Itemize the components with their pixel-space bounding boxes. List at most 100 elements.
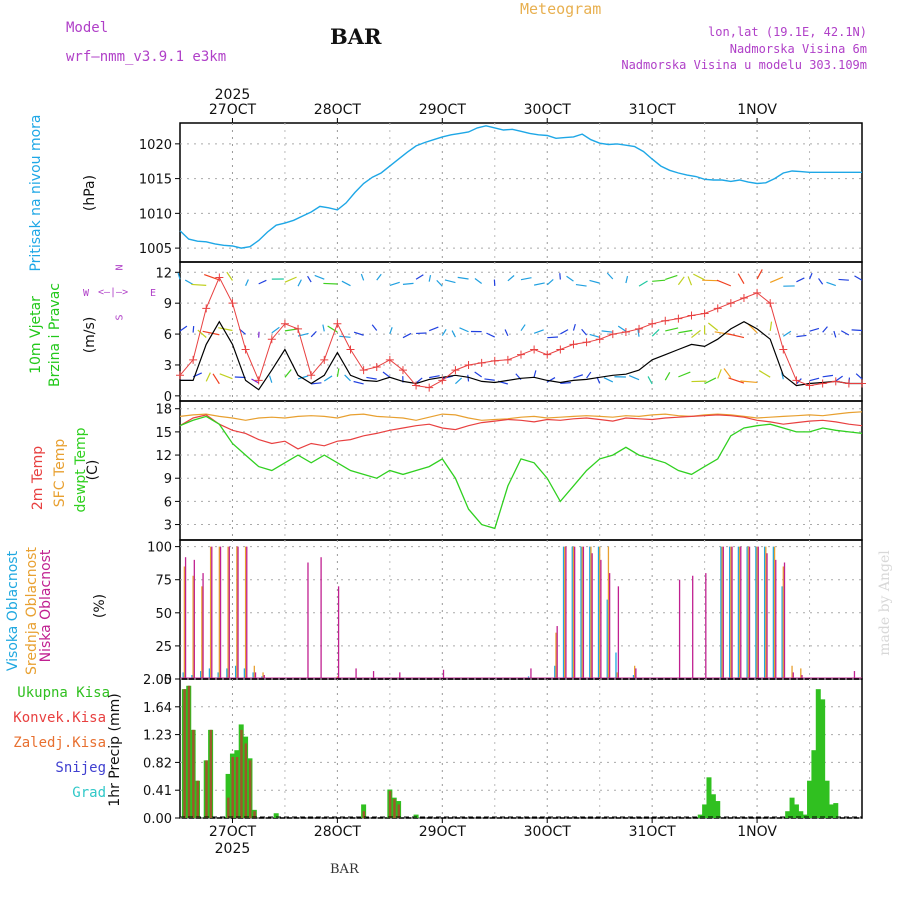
wind-speed-line (180, 320, 862, 391)
wind-arrow (459, 327, 469, 333)
precip-panel: 0.00 0.41 0.82 1.23 1.64 2.05 (143, 673, 863, 827)
wind-arrow (184, 279, 194, 286)
wind-arrow (218, 327, 233, 332)
legend-total-rain: Ukupna Kisa (17, 685, 110, 701)
wind-arrow (687, 276, 693, 286)
wind-arrow (822, 374, 834, 378)
wind-arrow (572, 323, 576, 331)
top-date-label: 1NOV (737, 102, 777, 118)
meteogram-title: Meteogram (520, 0, 602, 18)
wind-arrow (507, 275, 515, 282)
wind-arrow (428, 275, 432, 282)
wind-arrow (678, 329, 693, 334)
ytick-label: 18 (155, 403, 172, 418)
wind-gust-marker (385, 355, 394, 364)
wind-arrow (581, 328, 588, 336)
wind-arrow (664, 372, 671, 381)
wind-arrow (747, 323, 758, 334)
wind-gust-marker (398, 366, 407, 375)
wind-gust-marker (176, 371, 184, 380)
wind-arrow (353, 331, 364, 336)
wind-arrow (822, 326, 828, 333)
wind-gust-marker (621, 328, 630, 337)
wind-gust-marker (818, 379, 827, 388)
wind-arrow (307, 275, 312, 283)
wind-gust-marker (779, 345, 788, 354)
wind-gust-marker (280, 319, 289, 328)
wind-arrow (212, 373, 220, 385)
cloud-panel: 0 25 50 75 100 (147, 539, 863, 688)
wind-arrow (533, 282, 545, 286)
wind-arrow (769, 276, 784, 284)
wind-gust-marker (831, 377, 840, 386)
wind-gust-marker (451, 366, 460, 375)
wind-arrow (284, 276, 297, 283)
wind-arrow (818, 278, 824, 285)
pressure-frame (179, 122, 863, 263)
wind-gust-marker (228, 299, 237, 308)
wind-arrow (851, 329, 863, 332)
wind-arrow (366, 376, 377, 380)
wind-arrow (389, 327, 393, 335)
wind-arrow (191, 283, 207, 286)
wind-arrow (415, 274, 424, 280)
top-date-label: 30OCT (524, 102, 572, 118)
wind-arrow (796, 334, 807, 338)
precip-conv-bar (253, 811, 256, 818)
ytick-label: 100 (147, 541, 172, 556)
wind-arrow (284, 369, 292, 378)
precip-total-bar (815, 689, 821, 818)
wind-arrow (311, 382, 322, 385)
wind-arrow (251, 378, 259, 384)
precip-total-bar (811, 750, 817, 818)
precip-frame (179, 678, 863, 819)
ytick-label: 12 (155, 449, 172, 464)
legend-frz-rain: Zaledj.Kisa (13, 735, 106, 751)
wind-gust-marker (569, 340, 578, 349)
ytick-label: 9 (164, 297, 172, 312)
wind-arrow (704, 377, 717, 385)
precip-total-bar (715, 801, 721, 818)
wind-gust-marker (805, 381, 814, 390)
ytick-label: 12 (155, 266, 172, 281)
ytick-label: 2.05 (143, 673, 172, 688)
wind-gust-marker (530, 345, 539, 354)
dewpt-line (179, 415, 863, 530)
wind-arrow (560, 382, 571, 384)
wind-arrow (769, 321, 773, 332)
wind-arrow (533, 329, 544, 334)
ytick-label: 1020 (139, 138, 172, 153)
precip-total-bar (789, 797, 795, 818)
ytick-label: 0.00 (143, 812, 172, 827)
precip-conv-bar (393, 799, 396, 818)
wind-gust-marker (267, 335, 276, 344)
wind-arrow (638, 280, 648, 287)
wind-gust-marker (425, 383, 434, 392)
precip-total-bar (828, 804, 834, 818)
ytick-label: 9 (164, 472, 172, 487)
wind-gust-marker (412, 381, 421, 390)
temp-frame (179, 400, 863, 541)
wind-arrow (573, 374, 584, 379)
wind-arrow (314, 274, 325, 280)
wind-arrow (647, 376, 653, 385)
wind-arrow (376, 273, 382, 281)
wind-arrow (219, 373, 233, 380)
wind-arrow (197, 329, 207, 338)
wind-arrow (341, 280, 351, 287)
wind-arrow (436, 279, 443, 287)
wind-arrow (336, 368, 340, 377)
precip-total-bar (706, 777, 712, 818)
compass-east: E (150, 288, 157, 299)
wind-gust-marker (582, 338, 591, 347)
wind-arrow (617, 325, 627, 332)
wind-arrow (678, 371, 691, 378)
precip-total-bar (793, 804, 799, 818)
wind-gust-marker (359, 366, 368, 375)
wind-arrow (204, 273, 220, 281)
wind-gust-marker (858, 379, 866, 388)
ytick-label: 75 (155, 574, 172, 589)
precip-conv-bar (388, 790, 392, 818)
wind-arrow (177, 272, 181, 280)
wind-arrow (205, 372, 211, 382)
